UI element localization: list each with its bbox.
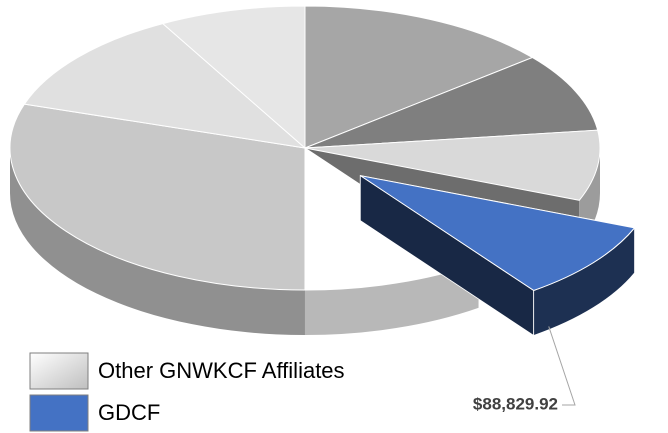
slice-side xyxy=(10,148,305,335)
slice xyxy=(9,103,306,291)
slice-side xyxy=(304,262,479,335)
data-label: $88,829.92 xyxy=(473,394,558,413)
slice xyxy=(360,175,636,292)
leader-line xyxy=(548,326,576,406)
legend-label: Other GNWKCF Affiliates xyxy=(98,358,345,383)
slice xyxy=(304,5,534,149)
slice xyxy=(23,23,307,149)
legend-swatch xyxy=(29,394,89,432)
slice xyxy=(304,56,599,149)
legend-swatch xyxy=(29,352,89,390)
slice xyxy=(161,5,306,150)
legend-label: GDCF xyxy=(98,400,160,425)
slice xyxy=(304,129,601,201)
